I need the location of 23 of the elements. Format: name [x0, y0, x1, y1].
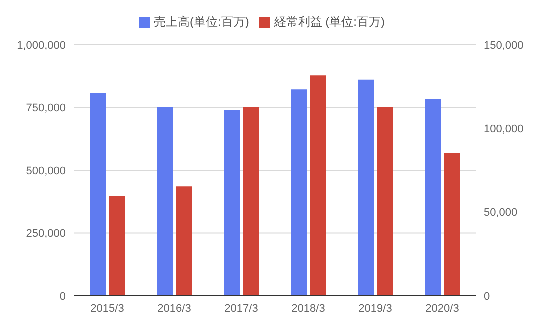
x-tick-label: 2019/3: [358, 302, 392, 315]
y2-tick-label: 100,000: [484, 124, 524, 136]
bar: [243, 107, 260, 296]
bar: [176, 186, 192, 296]
x-tick-label: 2017/3: [224, 302, 258, 315]
legend-label: 経常利益 (単位:百万): [274, 15, 385, 29]
y2-tick-label: 50,000: [484, 207, 518, 220]
x-tick-label: 2016/3: [158, 302, 192, 315]
x-tick-label: 2020/3: [426, 302, 460, 315]
bar: [444, 153, 460, 296]
x-tick-label: 2015/3: [90, 302, 124, 315]
y2-tick-label: 0: [484, 290, 490, 303]
y-tick-label: 1,000,000: [17, 40, 66, 52]
y-tick-label: 0: [60, 290, 66, 303]
y-tick-label: 250,000: [26, 228, 66, 240]
y-tick-label: 750,000: [26, 102, 66, 115]
y-tick-label: 500,000: [26, 165, 66, 178]
bar: [310, 76, 326, 296]
bar: [109, 196, 126, 296]
bar: [377, 107, 394, 296]
y2-tick-label: 150,000: [484, 40, 524, 52]
legend-label: 売上高(単位:百万): [154, 15, 250, 29]
x-tick-label: 2018/3: [292, 302, 326, 315]
